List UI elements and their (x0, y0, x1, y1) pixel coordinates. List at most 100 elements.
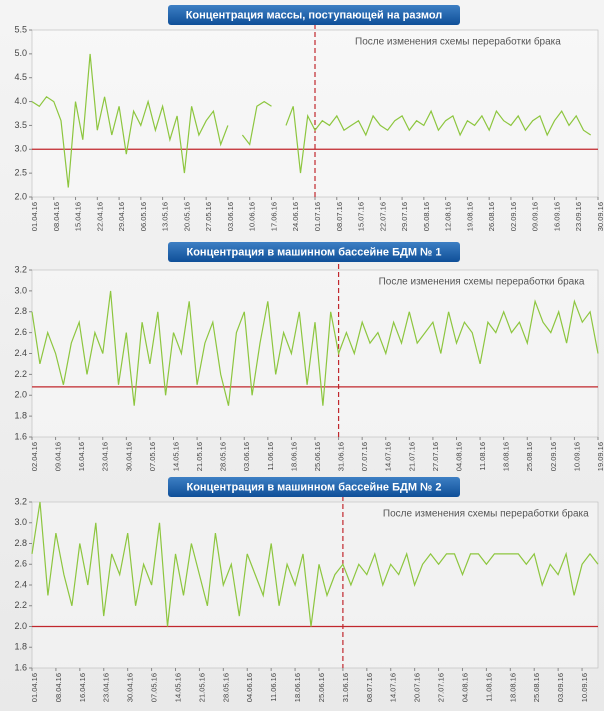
x-tick-label: 31.06.16 (337, 442, 346, 471)
x-tick-label: 14.07.16 (389, 673, 398, 702)
y-tick-label: 2.6 (14, 327, 27, 337)
x-tick-label: 21.05.16 (197, 673, 206, 702)
x-tick-label: 18.06.16 (293, 673, 302, 702)
x-tick-label: 18.08.16 (502, 442, 511, 471)
x-tick-label: 16.04.16 (78, 673, 87, 702)
x-tick-label: 21.07.16 (407, 442, 416, 471)
x-tick-label: 25.08.16 (532, 673, 541, 702)
chart-title: Концентрация в машинном бассейне БДМ № 2 (187, 481, 442, 493)
y-tick-label: 2.4 (14, 348, 27, 358)
x-tick-label: 03.06.16 (242, 442, 251, 471)
x-tick-label: 29.04.16 (117, 202, 126, 231)
y-tick-label: 3.2 (14, 264, 27, 274)
x-tick-label: 01.04.16 (30, 202, 39, 231)
x-tick-label: 18.08.16 (508, 673, 517, 702)
x-tick-label: 30.04.16 (124, 442, 133, 471)
y-tick-label: 2.6 (14, 559, 27, 569)
data-line (31, 290, 599, 406)
x-tick-label: 03.09.16 (556, 673, 565, 702)
x-tick-label: 25.06.16 (317, 673, 326, 702)
y-tick-label: 3.2 (14, 496, 27, 506)
annotation: После изменения схемы переработки брака (383, 508, 589, 520)
x-tick-label: 24.06.16 (291, 202, 300, 231)
y-tick-label: 2.2 (14, 369, 27, 379)
y-tick-label: 3.5 (14, 120, 27, 130)
y-tick-label: 2.8 (14, 538, 27, 548)
x-tick-label: 18.06.16 (289, 442, 298, 471)
x-tick-label: 19.09.16 (596, 442, 604, 471)
title-banner: Концентрация в машинном бассейне БДМ № 2 (168, 477, 460, 497)
x-tick-label: 30.04.16 (126, 673, 135, 702)
x-tick-label: 02.09.16 (549, 442, 558, 471)
x-tick-label: 03.06.16 (226, 202, 235, 231)
x-tick-label: 27.07.16 (431, 442, 440, 471)
y-tick-label: 3.0 (14, 285, 27, 295)
x-tick-label: 10.09.16 (572, 442, 581, 471)
x-tick-label: 04.06.16 (245, 673, 254, 702)
x-tick-label: 29.07.16 (400, 202, 409, 231)
x-tick-label: 16.04.16 (77, 442, 86, 471)
x-tick-label: 07.05.16 (150, 673, 159, 702)
chart-title: Концентрация в машинном бассейне БДМ № 1 (187, 246, 442, 258)
x-tick-label: 15.04.16 (74, 202, 83, 231)
annotation: После изменения схемы переработки брака (355, 36, 561, 48)
x-tick-label: 12.08.16 (444, 202, 453, 231)
x-tick-label: 11.08.16 (478, 442, 487, 471)
x-tick-label: 23.04.16 (101, 442, 110, 471)
x-tick-label: 22.07.16 (378, 202, 387, 231)
x-tick-label: 21.05.16 (195, 442, 204, 471)
x-tick-label: 19.08.16 (465, 202, 474, 231)
x-tick-label: 14.05.16 (171, 442, 180, 471)
x-tick-label: 08.07.16 (335, 202, 344, 231)
x-tick-label: 28.05.16 (219, 442, 228, 471)
x-tick-label: 04.08.16 (460, 673, 469, 702)
plot-area (31, 501, 599, 669)
y-tick-label: 1.6 (14, 431, 27, 441)
y-tick-label: 3.0 (14, 144, 27, 154)
y-tick-label: 2.2 (14, 600, 27, 610)
x-tick-label: 16.09.16 (552, 202, 561, 231)
x-tick-label: 20.05.16 (182, 202, 191, 231)
x-tick-label: 10.09.16 (580, 673, 589, 702)
y-tick-label: 2.8 (14, 306, 27, 316)
x-tick-label: 20.07.16 (413, 673, 422, 702)
y-tick-label: 3.0 (14, 517, 27, 527)
x-tick-label: 09.09.16 (531, 202, 540, 231)
x-tick-label: 07.05.16 (148, 442, 157, 471)
x-tick-label: 23.09.16 (574, 202, 583, 231)
y-tick-label: 1.6 (14, 662, 27, 672)
x-tick-label: 26.08.16 (487, 202, 496, 231)
y-tick-label: 2.4 (14, 579, 27, 589)
y-tick-label: 5.0 (14, 48, 27, 58)
title-banner: Концентрация массы, поступающей на размо… (168, 5, 460, 25)
title-bg (168, 242, 460, 262)
y-tick-label: 2.0 (14, 390, 27, 400)
x-tick-label: 11.08.16 (484, 673, 493, 702)
data-line (31, 501, 599, 627)
plot-area (31, 269, 599, 438)
x-tick-label: 01.07.16 (313, 202, 322, 231)
x-tick-label: 08.04.16 (52, 202, 61, 231)
y-tick-label: 2.0 (14, 621, 27, 631)
x-tick-label: 04.08.16 (454, 442, 463, 471)
x-tick-label: 02.04.16 (30, 442, 39, 471)
x-tick-label: 27.05.16 (204, 202, 213, 231)
title-bg (168, 5, 460, 25)
title-banner: Концентрация в машинном бассейне БДМ № 1 (168, 242, 460, 262)
x-tick-label: 25.08.16 (525, 442, 534, 471)
title-bg (168, 477, 460, 497)
y-tick-label: 4.0 (14, 96, 27, 106)
x-tick-label: 07.07.16 (360, 442, 369, 471)
x-tick-label: 13.05.16 (161, 202, 170, 231)
y-tick-label: 4.5 (14, 72, 27, 82)
y-tick-label: 2.0 (14, 191, 27, 201)
x-tick-label: 01.04.16 (30, 673, 39, 702)
x-tick-label: 08.07.16 (365, 673, 374, 702)
x-tick-label: 02.09.16 (509, 202, 518, 231)
y-tick-label: 1.8 (14, 411, 27, 421)
data-line (31, 53, 592, 188)
x-tick-label: 27.07.16 (437, 673, 446, 702)
x-tick-label: 14.05.16 (173, 673, 182, 702)
x-tick-label: 10.06.16 (248, 202, 257, 231)
